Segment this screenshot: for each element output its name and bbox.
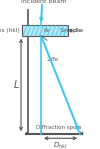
Text: Sample: Sample [60,28,83,33]
Text: Plans (hkl): Plans (hkl) [0,28,20,33]
Text: $D_{hkl}$: $D_{hkl}$ [53,141,68,149]
FancyBboxPatch shape [22,25,68,36]
Text: Diffraction spots: Diffraction spots [36,125,81,130]
Text: $d_{hkl}$: $d_{hkl}$ [72,26,84,35]
Text: $2\,\theta_B$: $2\,\theta_B$ [46,55,59,64]
Text: L: L [13,80,19,90]
Text: Incident beam: Incident beam [21,0,67,4]
Text: $\theta_B$: $\theta_B$ [43,26,51,35]
